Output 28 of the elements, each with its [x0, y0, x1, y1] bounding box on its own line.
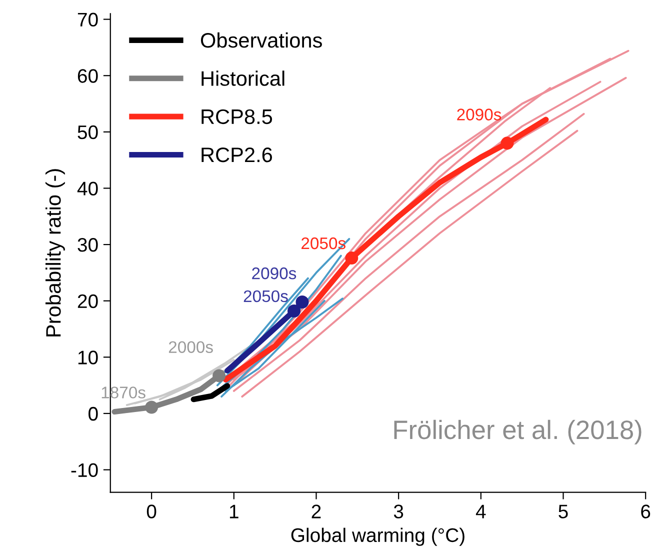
- legend-label: RCP2.6: [202, 147, 272, 162]
- y-tick-label: 40: [77, 182, 98, 196]
- y-tick-label: 60: [78, 69, 98, 83]
- legend-label: RCP8.5: [202, 109, 272, 124]
- legend-label: Observations: [200, 32, 322, 48]
- y-tick-label: -10: [71, 463, 98, 478]
- x-tick-label: 4: [476, 504, 486, 518]
- annotation: 2000s: [168, 341, 213, 353]
- y-tick-label: 70: [78, 12, 98, 27]
- legend-label: Historical: [202, 70, 284, 86]
- annotation: 2050s: [302, 237, 346, 250]
- y-tick-label: 10: [78, 350, 98, 364]
- y-tick-label: 20: [78, 294, 98, 308]
- annotation: 2050s: [244, 290, 288, 302]
- annotation: 2090s: [457, 108, 502, 120]
- y-tick-label: 50: [78, 125, 98, 140]
- y-axis-title: Probability ratio (-): [46, 169, 65, 336]
- annotation: 2090s: [252, 267, 296, 280]
- x-tick-label: 6: [641, 504, 650, 518]
- x-tick-label: 3: [394, 504, 404, 518]
- x-axis-title: Global warming (°C): [291, 528, 464, 546]
- y-tick-label: 30: [78, 238, 98, 252]
- y-tick-label: 0: [88, 406, 98, 421]
- x-tick-label: 1: [230, 504, 238, 518]
- annotation: Frölicher et al. (2018): [394, 420, 642, 444]
- x-tick-label: 0: [146, 504, 156, 518]
- x-tick-label: 5: [558, 504, 568, 518]
- x-tick-label: 2: [312, 504, 321, 518]
